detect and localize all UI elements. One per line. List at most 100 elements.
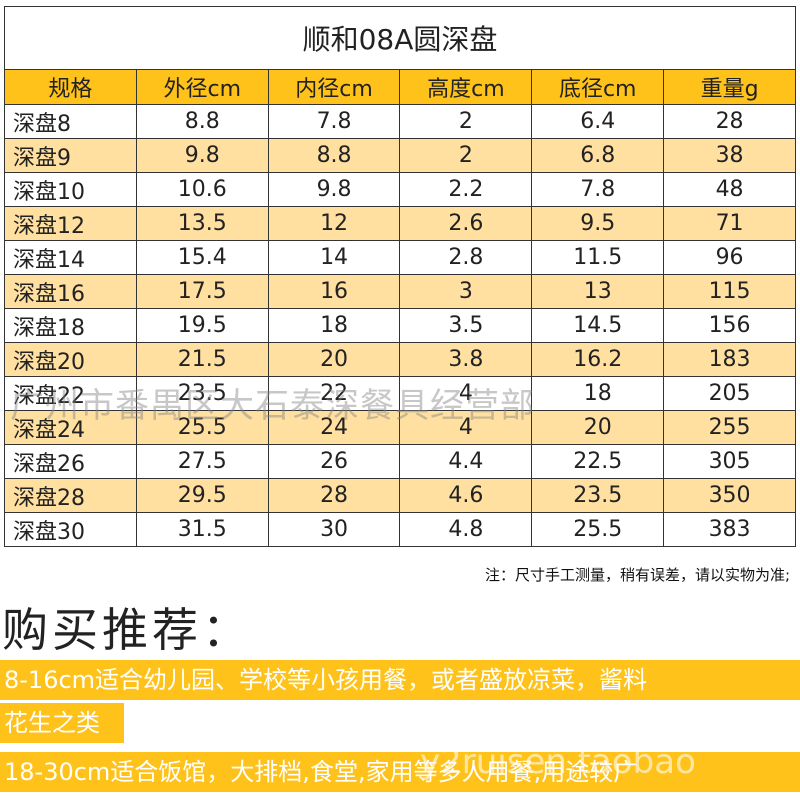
value-cell: 28 (663, 104, 796, 139)
value-cell: 9.8 (135, 138, 269, 173)
value-cell: 10.6 (135, 172, 269, 207)
value-cell: 205 (663, 376, 796, 411)
value-cell: 20 (531, 410, 665, 445)
spec-cell: 深盘9 (4, 138, 137, 173)
table-row: 深盘9 9.8 8.8 2 6.8 38 (4, 138, 796, 173)
header-cell: 重量g (663, 69, 796, 105)
value-cell: 27.5 (135, 444, 269, 479)
value-cell: 8.8 (267, 138, 401, 173)
value-cell: 3 (399, 274, 533, 309)
value-cell: 9.5 (531, 206, 665, 241)
value-cell: 7.8 (267, 104, 401, 139)
value-cell: 2 (399, 104, 533, 139)
spec-cell: 深盘8 (4, 104, 137, 139)
value-cell: 6.8 (531, 138, 665, 173)
value-cell: 30 (267, 512, 401, 547)
value-cell: 22 (267, 376, 401, 411)
spec-table-container: 顺和08A圆深盘 规格 外径cm 内径cm 高度cm 底径cm 重量g 深盘8 8… (4, 6, 796, 547)
table-row: 深盘18 19.5 18 3.5 14.5 156 (4, 308, 796, 343)
spec-cell: 深盘10 (4, 172, 137, 207)
value-cell: 96 (663, 240, 796, 275)
recommend-line-large: 18-30cm适合饭馆，大排档,食堂,家用等多人用餐,用途较广 (0, 752, 800, 792)
table-row: 深盘26 27.5 26 4.4 22.5 305 (4, 444, 796, 479)
value-cell: 29.5 (135, 478, 269, 513)
value-cell: 13 (531, 274, 665, 309)
value-cell: 23.5 (135, 376, 269, 411)
spec-cell: 深盘16 (4, 274, 137, 309)
value-cell: 2 (399, 138, 533, 173)
value-cell: 25.5 (135, 410, 269, 445)
header-cell: 规格 (4, 69, 137, 105)
value-cell: 22.5 (531, 444, 665, 479)
spec-table: 顺和08A圆深盘 规格 外径cm 内径cm 高度cm 底径cm 重量g 深盘8 8… (4, 6, 796, 547)
value-cell: 4.4 (399, 444, 533, 479)
table-row: 深盘16 17.5 16 3 13 115 (4, 274, 796, 309)
watermark-text: 广州市番禺区大石泰深餐具经营部 (10, 386, 535, 426)
value-cell: 3.5 (399, 308, 533, 343)
table-row: 深盘30 31.5 30 4.8 25.5 383 (4, 512, 796, 547)
value-cell: 18 (267, 308, 401, 343)
value-cell: 350 (663, 478, 796, 513)
header-cell: 内径cm (267, 69, 401, 105)
table-header-row: 规格 外径cm 内径cm 高度cm 底径cm 重量g (4, 69, 796, 105)
value-cell: 255 (663, 410, 796, 445)
value-cell: 4.6 (399, 478, 533, 513)
value-cell: 12 (267, 206, 401, 241)
header-cell: 外径cm (135, 69, 269, 105)
value-cell: 25.5 (531, 512, 665, 547)
value-cell: 383 (663, 512, 796, 547)
value-cell: 31.5 (135, 512, 269, 547)
value-cell: 2.8 (399, 240, 533, 275)
value-cell: 6.4 (531, 104, 665, 139)
recommend-line-small: 8-16cm适合幼儿园、学校等小孩用餐，或者盛放凉菜，酱料 (0, 660, 800, 700)
value-cell: 16 (267, 274, 401, 309)
value-cell: 28 (267, 478, 401, 513)
value-cell: 19.5 (135, 308, 269, 343)
value-cell: 13.5 (135, 206, 269, 241)
value-cell: 8.8 (135, 104, 269, 139)
value-cell: 21.5 (135, 342, 269, 377)
table-row: 深盘14 15.4 14 2.8 11.5 96 (4, 240, 796, 275)
value-cell: 156 (663, 308, 796, 343)
value-cell: 4 (399, 410, 533, 445)
spec-cell: 深盘18 (4, 308, 137, 343)
value-cell: 3.8 (399, 342, 533, 377)
value-cell: 15.4 (135, 240, 269, 275)
table-row: 深盘24 25.5 24 4 20 255 (4, 410, 796, 445)
value-cell: 305 (663, 444, 796, 479)
spec-cell: 深盘22 (4, 376, 137, 411)
watermark-text-2: y2ruisen.taobao (420, 742, 696, 782)
value-cell: 20 (267, 342, 401, 377)
value-cell: 2.2 (399, 172, 533, 207)
value-cell: 17.5 (135, 274, 269, 309)
value-cell: 26 (267, 444, 401, 479)
spec-cell: 深盘26 (4, 444, 137, 479)
table-title-row: 顺和08A圆深盘 (4, 6, 796, 70)
measurement-note: 注：尺寸手工测量，稍有误差，请以实物为准; (484, 566, 790, 584)
spec-cell: 深盘20 (4, 342, 137, 377)
spec-cell: 深盘24 (4, 410, 137, 445)
recommend-line-small-cont: 花生之类 (0, 703, 124, 743)
spec-cell: 深盘12 (4, 206, 137, 241)
table-row: 深盘28 29.5 28 4.6 23.5 350 (4, 478, 796, 513)
table-row: 深盘8 8.8 7.8 2 6.4 28 (4, 104, 796, 139)
value-cell: 48 (663, 172, 796, 207)
value-cell: 14.5 (531, 308, 665, 343)
value-cell: 23.5 (531, 478, 665, 513)
value-cell: 4.8 (399, 512, 533, 547)
value-cell: 16.2 (531, 342, 665, 377)
value-cell: 9.8 (267, 172, 401, 207)
table-row: 深盘10 10.6 9.8 2.2 7.8 48 (4, 172, 796, 207)
spec-cell: 深盘14 (4, 240, 137, 275)
spec-cell: 深盘30 (4, 512, 137, 547)
value-cell: 115 (663, 274, 796, 309)
value-cell: 71 (663, 206, 796, 241)
value-cell: 7.8 (531, 172, 665, 207)
value-cell: 183 (663, 342, 796, 377)
header-cell: 高度cm (399, 69, 533, 105)
spec-cell: 深盘28 (4, 478, 137, 513)
table-row: 深盘20 21.5 20 3.8 16.2 183 (4, 342, 796, 377)
value-cell: 2.6 (399, 206, 533, 241)
table-row: 深盘12 13.5 12 2.6 9.5 71 (4, 206, 796, 241)
value-cell: 11.5 (531, 240, 665, 275)
